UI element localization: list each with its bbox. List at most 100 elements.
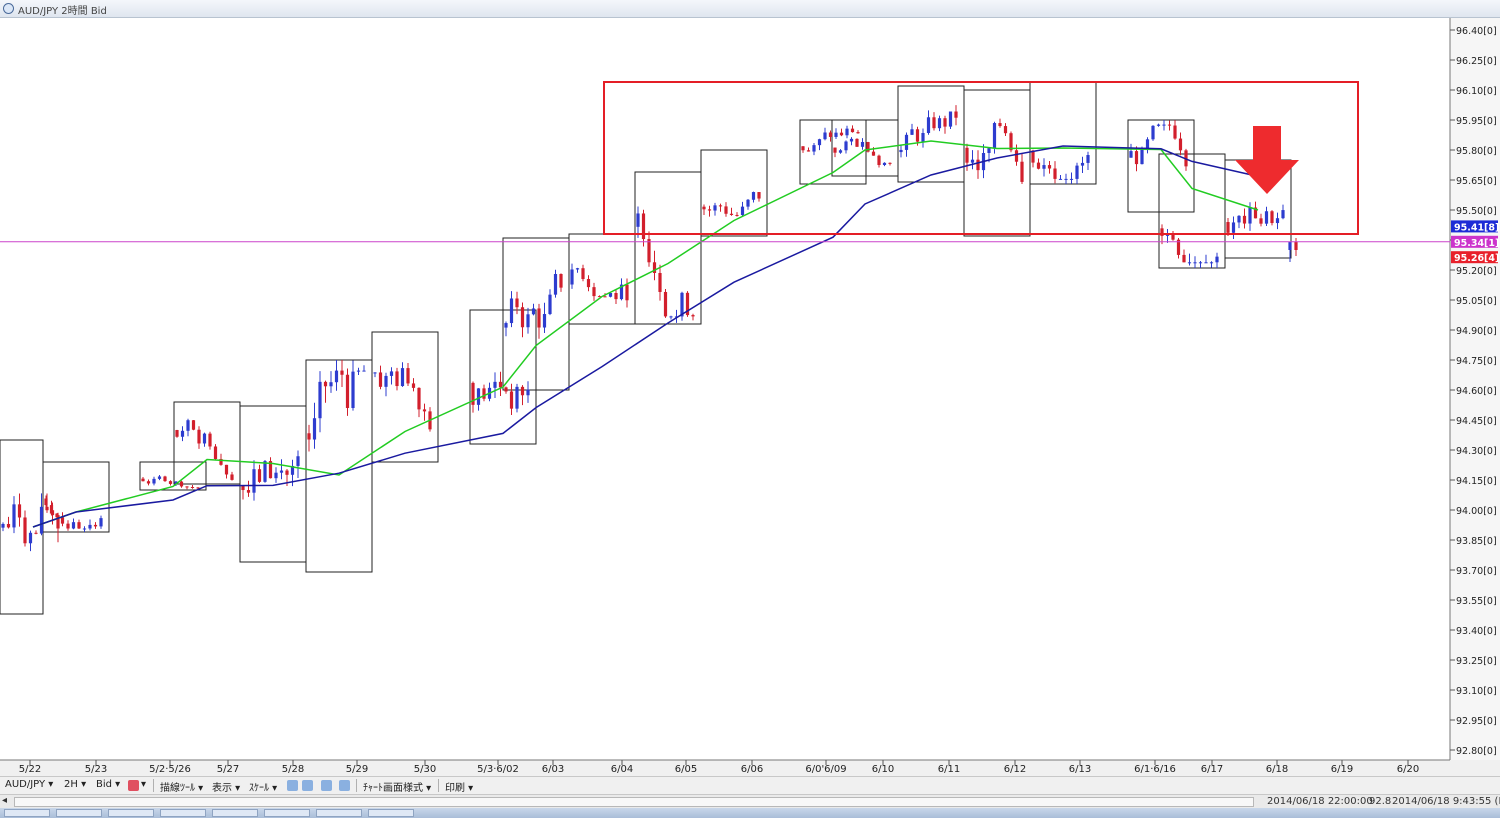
taskbar-button[interactable] <box>316 809 362 817</box>
time-tick-label: 5/29 <box>346 764 368 775</box>
candle-body <box>1204 262 1208 264</box>
candle-body <box>625 284 629 301</box>
taskbar-button[interactable] <box>160 809 206 817</box>
candle-body <box>608 293 613 297</box>
candle-body <box>82 528 87 530</box>
scroll-icon[interactable] <box>339 780 350 791</box>
scroll-left-icon[interactable]: ◂ <box>2 795 8 806</box>
candle-body <box>174 481 178 484</box>
candle-style-icon[interactable] <box>128 780 139 791</box>
candle-body <box>1231 222 1236 233</box>
taskbar <box>0 808 1500 818</box>
candle-body <box>658 272 662 292</box>
plot-background <box>0 18 1450 760</box>
price-label-background <box>1451 251 1498 264</box>
daily-range-box <box>1127 119 1195 213</box>
timeframe-label: 2H <box>64 779 78 790</box>
screen-style-menu[interactable]: ﾁｬｰﾄ画面様式 ▾ <box>363 783 432 794</box>
chart-area[interactable]: 96.40[0] 96.25[0] 96.10[0] 95.95[0] 95.80[0]… <box>0 18 1500 776</box>
horizontal-scrollbar[interactable]: ◂ 2014/06/18 22:00:00 92.8 2014/06/18 9:… <box>0 794 1500 808</box>
price-label: 95.26[4] <box>1454 253 1499 264</box>
candle-body <box>345 374 350 409</box>
scroll-thumb[interactable] <box>14 797 1254 807</box>
view-menu[interactable]: 表示 ▾ <box>212 783 241 794</box>
price-tick-label: 93.10[0] <box>1456 686 1497 697</box>
price-tick-label: 95.80[0] <box>1456 146 1497 157</box>
candle-body <box>866 141 870 152</box>
taskbar-button[interactable] <box>212 809 258 817</box>
candle-body <box>663 291 668 317</box>
print-label: 印刷 <box>445 783 465 794</box>
candle-body <box>965 147 969 163</box>
candle-style-dropdown-arrow[interactable]: ▾ <box>141 779 147 790</box>
time-tick-label: 6/05 <box>675 764 697 775</box>
candle-body <box>926 117 931 134</box>
price-tick-label: 94.15[0] <box>1456 476 1497 487</box>
server-time: 2014/06/18 9:43:55 (Lo <box>1392 796 1500 807</box>
candle-body <box>844 141 848 151</box>
daily-range-box <box>42 461 110 533</box>
candle-body <box>175 430 179 437</box>
candle-body <box>268 461 273 479</box>
candle-body <box>1270 211 1274 224</box>
candle-body <box>526 389 530 396</box>
candle-body <box>1160 228 1164 236</box>
candle-body <box>1248 207 1252 224</box>
candle-body <box>180 430 185 437</box>
candle-body <box>1020 161 1024 182</box>
price-tick-label: 95.20[0] <box>1456 266 1497 277</box>
candle-body <box>954 111 958 118</box>
print-menu[interactable]: 印刷 ▾ <box>445 783 474 794</box>
candle-body <box>1086 155 1090 163</box>
candle-body <box>163 476 167 482</box>
candle-body <box>823 132 827 140</box>
candle-body <box>1080 162 1085 166</box>
time-tick-label: 5/23 <box>85 764 107 775</box>
draw-tools-menu[interactable]: 描線ﾂｰﾙ ▾ <box>160 783 204 794</box>
candle-body <box>537 308 541 328</box>
taskbar-button[interactable] <box>56 809 102 817</box>
side-dropdown[interactable]: Bid ▾ <box>96 779 121 790</box>
crosshair-icon[interactable] <box>321 780 332 791</box>
toolbar-divider <box>356 779 357 792</box>
screen-style-label: ﾁｬｰﾄ画面様式 <box>363 783 423 794</box>
candle-body <box>340 370 344 375</box>
daily-range-box <box>305 359 373 573</box>
candle-body <box>1264 211 1269 224</box>
candle-body <box>520 386 525 396</box>
candle-body <box>849 138 854 142</box>
candle-body <box>99 518 103 527</box>
taskbar-button[interactable] <box>4 809 50 817</box>
price-tick-label: 93.40[0] <box>1456 626 1497 637</box>
price-tick-label: 94.60[0] <box>1456 386 1497 397</box>
candle-body <box>504 387 508 392</box>
candle-body <box>323 381 328 387</box>
candle-body <box>157 476 162 479</box>
taskbar-button[interactable] <box>108 809 154 817</box>
price-tick-label: 96.10[0] <box>1456 86 1497 97</box>
zoom-in-icon[interactable] <box>287 780 298 791</box>
candle-body <box>614 293 618 300</box>
taskbar-button[interactable] <box>264 809 310 817</box>
moving-averages <box>32 140 1259 528</box>
candle-body <box>23 517 27 544</box>
candle-body <box>937 118 942 129</box>
candle-body <box>285 470 289 475</box>
candle-body <box>329 382 333 387</box>
candle-body <box>833 147 837 153</box>
taskbar-button[interactable] <box>368 809 414 817</box>
scale-menu[interactable]: ｽｹｰﾙ ▾ <box>249 783 278 794</box>
candle-body <box>141 478 145 482</box>
candlestick-chart[interactable]: 96.40[0] 96.25[0] 96.10[0] 95.95[0] 95.80[0]… <box>0 18 1500 776</box>
candle-body <box>1182 254 1186 263</box>
candle-body <box>168 481 173 484</box>
candle-body <box>389 371 394 376</box>
symbol-dropdown[interactable]: AUD/JPY ▾ <box>5 779 54 790</box>
candle-body <box>28 532 33 544</box>
timeframe-dropdown[interactable]: 2H ▾ <box>64 779 87 790</box>
zoom-out-icon[interactable] <box>302 780 313 791</box>
candle-body <box>482 388 486 399</box>
candle-body <box>1242 215 1247 224</box>
price-tick-label: 96.25[0] <box>1456 56 1497 67</box>
candle-body <box>17 504 22 518</box>
